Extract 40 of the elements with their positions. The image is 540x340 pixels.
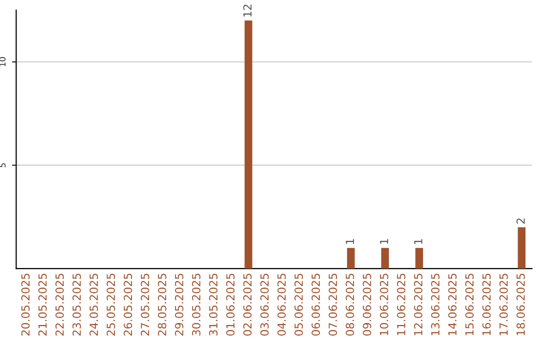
x-tick-label: 11.06.2025 xyxy=(396,274,406,336)
x-tick-label: 22.05.2025 xyxy=(55,274,64,336)
x-tick-label: 20.05.2025 xyxy=(21,274,30,336)
bar xyxy=(415,248,424,269)
x-tick-label: 31.05.2025 xyxy=(209,274,218,336)
data-label: 1 xyxy=(380,239,388,244)
bar xyxy=(347,248,355,269)
x-tick-label: 23.05.2025 xyxy=(72,274,81,336)
x-tick-label: 15.06.2025 xyxy=(465,274,474,336)
x-tick-label: 24.05.2025 xyxy=(90,274,98,336)
x-tick-label: 08.06.2025 xyxy=(346,274,354,336)
data-label: 1 xyxy=(346,239,354,244)
x-tick-label: 25.05.2025 xyxy=(106,274,116,336)
x-tick-label: 05.06.2025 xyxy=(294,274,303,336)
x-tick-label: 28.05.2025 xyxy=(158,274,166,336)
bar xyxy=(381,248,389,269)
bar xyxy=(518,227,526,269)
x-tick-label: 06.06.2025 xyxy=(312,274,320,336)
data-label: 12 xyxy=(243,4,252,17)
x-tick-label: 10.06.2025 xyxy=(380,274,388,336)
x-tick-label: 09.06.2025 xyxy=(362,274,372,336)
x-tick-label: 30.05.2025 xyxy=(192,274,200,336)
x-tick-label: 26.05.2025 xyxy=(124,274,132,336)
x-tick-label: 13.06.2025 xyxy=(431,274,440,336)
x-tick-label: 27.05.2025 xyxy=(140,274,150,336)
x-tick-label: 18.06.2025 xyxy=(516,274,525,336)
x-tick-label: 04.06.2025 xyxy=(277,274,286,336)
x-tick-label: 14.06.2025 xyxy=(448,274,457,336)
x-tick-label: 21.05.2025 xyxy=(38,274,47,336)
x-tick-label: 02.06.2025 xyxy=(243,274,252,336)
x-tick-label: 29.05.2025 xyxy=(174,274,184,336)
x-tick-label: 16.06.2025 xyxy=(482,274,491,336)
x-tick-label: 01.06.2025 xyxy=(226,274,235,336)
data-label: 1 xyxy=(414,239,422,244)
x-tick-label: 07.06.2025 xyxy=(328,274,338,336)
bar xyxy=(244,20,252,269)
x-tick-label: 17.06.2025 xyxy=(499,274,508,336)
x-tick-label: 12.06.2025 xyxy=(414,274,422,336)
x-tick-label: 03.06.2025 xyxy=(260,274,269,336)
data-label: 2 xyxy=(516,218,525,224)
